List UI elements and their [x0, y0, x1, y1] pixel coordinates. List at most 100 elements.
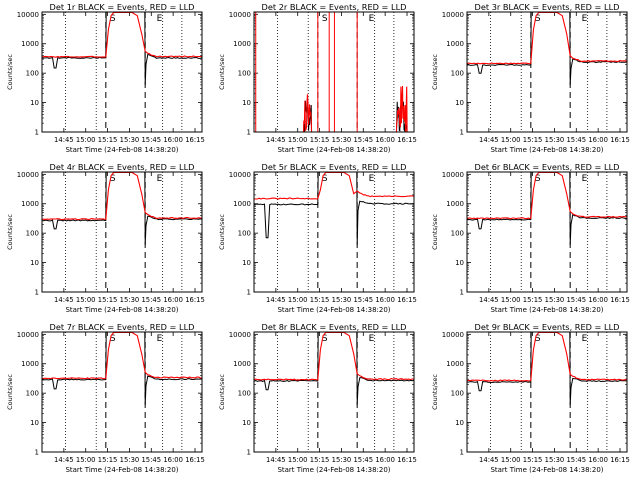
y-tick-label: 10000	[17, 11, 39, 19]
chart-title: Det 3r BLACK = Events, RED = LLD	[475, 2, 620, 12]
plot-frame	[466, 171, 628, 293]
x-tick-label: 15:15	[310, 136, 330, 144]
y-tick-label: 10000	[229, 11, 251, 19]
x-tick-label: 15:00	[288, 456, 308, 464]
chart-title: Det 2r BLACK = Events, RED = LLD	[262, 2, 407, 12]
y-tick-label: 100	[26, 230, 39, 238]
y-tick-label: 1	[35, 449, 39, 457]
y-axis-label: Counts/sec	[6, 214, 14, 250]
x-tick-label: 15:30	[545, 296, 565, 304]
x-tick-label: 16:00	[588, 456, 608, 464]
x-tick-label: 15:30	[120, 456, 140, 464]
plot-frame	[253, 331, 415, 453]
y-axis-label: Counts/sec	[431, 374, 439, 410]
y-axis-label: Counts/sec	[431, 54, 439, 90]
x-tick-label: 15:45	[566, 296, 586, 304]
chart-title: Det 6r BLACK = Events, RED = LLD	[475, 162, 620, 172]
x-tick-label: 15:15	[98, 136, 118, 144]
y-tick-label: 10	[242, 99, 251, 107]
y-tick-label: 10	[242, 419, 251, 427]
x-tick-label: 16:15	[397, 136, 417, 144]
y-tick-label: 100	[238, 70, 251, 78]
lld-series-line	[254, 332, 414, 381]
chart-title: Det 5r BLACK = Events, RED = LLD	[262, 162, 407, 172]
series-group	[42, 12, 202, 85]
events-series-line	[254, 172, 414, 245]
y-tick-label: 1000	[446, 200, 464, 208]
plot-frame	[41, 11, 203, 133]
plot-frame	[253, 11, 415, 133]
marker-letter: S	[535, 334, 541, 344]
y-tick-label: 1000	[446, 40, 464, 48]
marker-letter: S	[110, 14, 116, 24]
y-tick-label: 1000	[21, 360, 39, 368]
series-group	[467, 12, 627, 85]
x-tick-label: 15:15	[98, 296, 118, 304]
x-tick-label: 16:15	[610, 136, 630, 144]
x-tick-label: 16:00	[375, 136, 395, 144]
y-tick-label: 10	[30, 99, 39, 107]
x-tick-label: 15:00	[288, 136, 308, 144]
x-tick-label: 15:45	[566, 456, 586, 464]
x-tick-label: 16:00	[375, 456, 395, 464]
marker-letter: E	[582, 174, 588, 184]
marker-letter: S	[535, 174, 541, 184]
x-tick-label: 15:15	[523, 456, 543, 464]
series-group	[254, 332, 414, 405]
chart-title: Det 8r BLACK = Events, RED = LLD	[262, 322, 407, 332]
y-tick-label: 1	[35, 129, 39, 137]
x-axis-label: Start Time (24-Feb-08 14:38:20)	[277, 466, 390, 474]
chart-panel-5: Det 5r BLACK = Events, RED = LLD Counts/s…	[218, 162, 417, 314]
x-tick-label: 14:45	[266, 296, 286, 304]
y-tick-label: 10	[30, 259, 39, 267]
marker-letter: S	[110, 174, 116, 184]
series-group	[467, 172, 627, 245]
chart-title: Det 7r BLACK = Events, RED = LLD	[50, 322, 195, 332]
x-tick-label: 15:15	[523, 296, 543, 304]
x-tick-label: 15:30	[120, 136, 140, 144]
x-tick-label: 16:15	[185, 456, 205, 464]
x-tick-label: 14:45	[54, 456, 74, 464]
y-tick-label: 10000	[442, 331, 464, 339]
plot-frame	[466, 11, 628, 133]
x-tick-label: 16:15	[397, 296, 417, 304]
lld-series-line	[42, 332, 202, 380]
series-group	[254, 172, 414, 245]
events-series-line	[42, 172, 202, 245]
x-tick-label: 16:00	[588, 136, 608, 144]
x-tick-label: 16:15	[610, 296, 630, 304]
marker-letter: E	[369, 334, 375, 344]
x-tick-label: 15:00	[76, 456, 96, 464]
marker-letter: E	[157, 334, 163, 344]
y-tick-label: 1000	[233, 200, 251, 208]
y-tick-label: 100	[451, 70, 464, 78]
plot-frame	[41, 171, 203, 293]
x-tick-label: 15:45	[141, 296, 161, 304]
y-tick-label: 1	[247, 129, 251, 137]
plot-frame	[466, 331, 628, 453]
events-series-line	[254, 332, 414, 405]
x-tick-label: 15:45	[141, 136, 161, 144]
x-tick-label: 15:30	[545, 456, 565, 464]
lld-series-line	[467, 12, 627, 65]
marker-letter: S	[110, 334, 116, 344]
x-tick-label: 15:00	[501, 456, 521, 464]
x-tick-label: 15:30	[332, 136, 352, 144]
events-series-line	[42, 332, 202, 405]
y-tick-label: 1000	[446, 360, 464, 368]
chart-title: Det 1r BLACK = Events, RED = LLD	[50, 2, 195, 12]
lld-series-line	[42, 172, 202, 221]
y-axis-label: Counts/sec	[218, 214, 226, 250]
x-tick-label: 15:30	[332, 296, 352, 304]
x-tick-label: 15:45	[353, 136, 373, 144]
chart-title: Det 4r BLACK = Events, RED = LLD	[50, 162, 195, 172]
series-group	[42, 332, 202, 405]
series-group	[42, 172, 202, 245]
lld-series-line	[254, 172, 414, 200]
y-tick-label: 10	[242, 259, 251, 267]
y-tick-label: 1	[35, 289, 39, 297]
x-tick-label: 15:00	[288, 296, 308, 304]
y-tick-label: 10000	[442, 171, 464, 179]
